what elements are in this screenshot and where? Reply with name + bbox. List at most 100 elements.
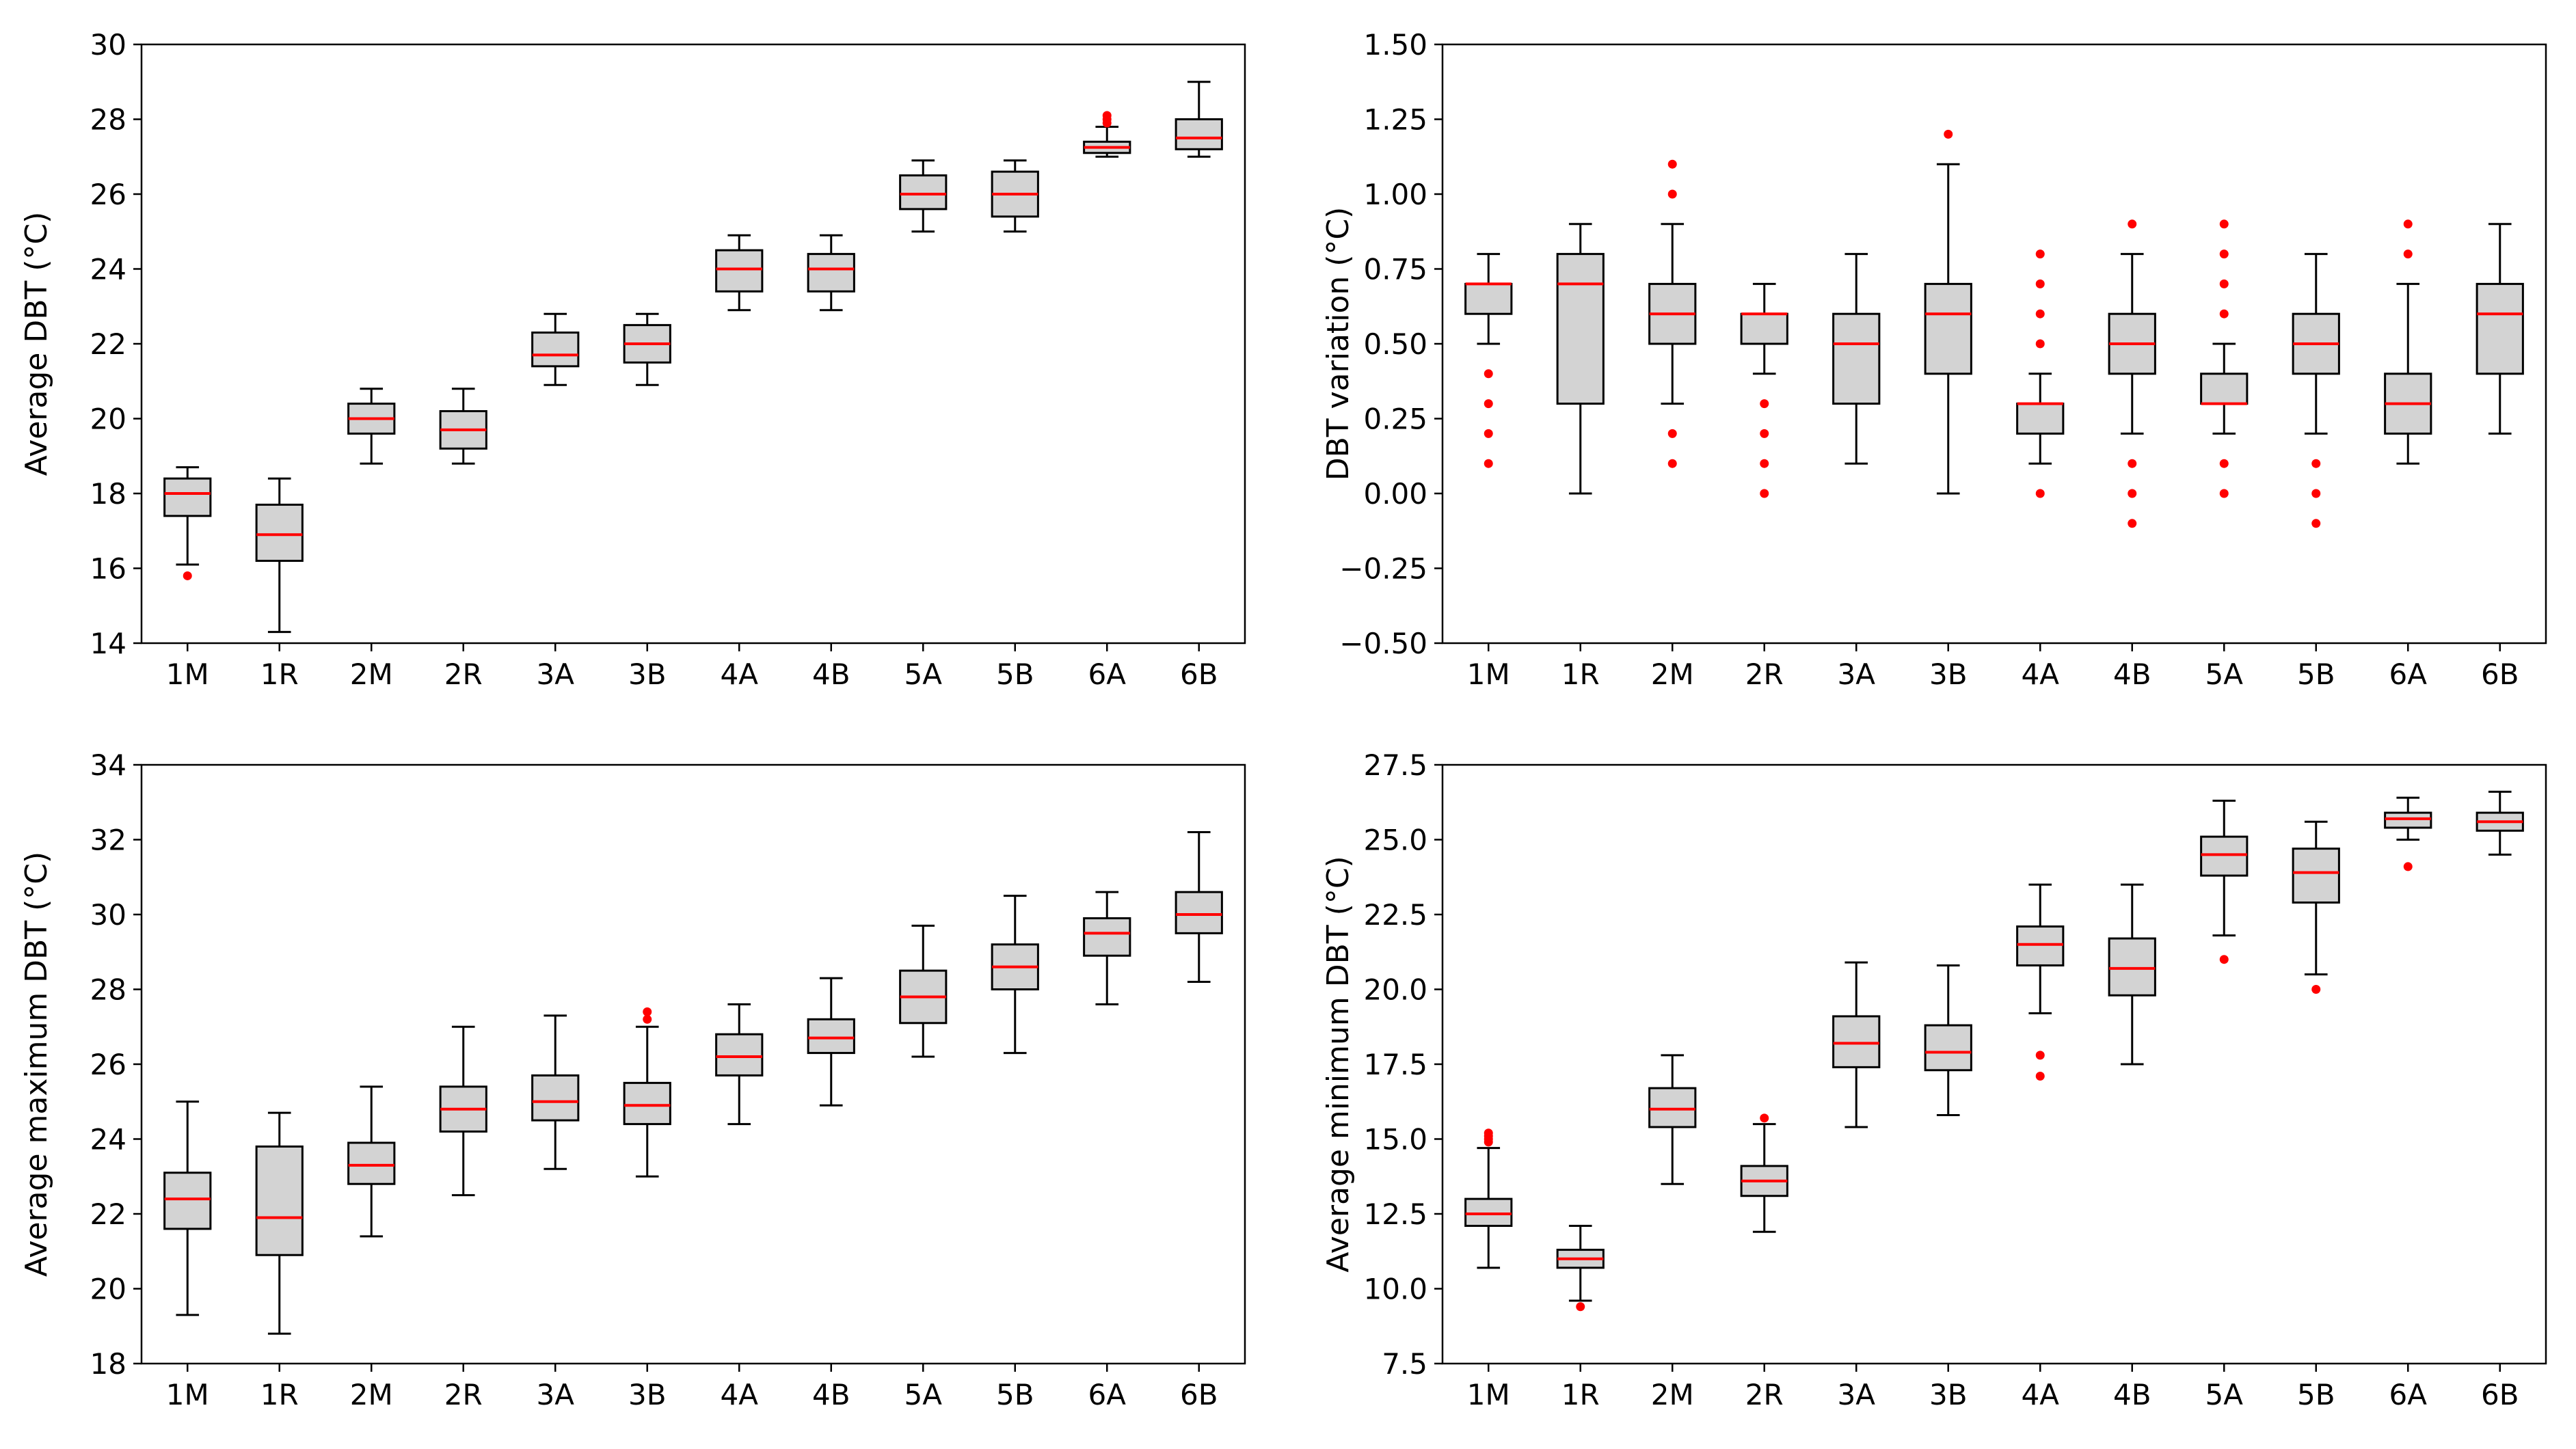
iqr-box bbox=[347, 1141, 396, 1185]
y-tick-label: 22 bbox=[90, 327, 126, 361]
y-tick-label: 26 bbox=[90, 1048, 126, 1081]
box-4A bbox=[715, 234, 764, 312]
box-3A bbox=[531, 312, 580, 386]
box-1M bbox=[1464, 253, 1513, 468]
box-3B bbox=[623, 1007, 671, 1178]
y-tick-label: 14 bbox=[90, 627, 126, 660]
box-4B bbox=[2108, 883, 2156, 1066]
box-4A bbox=[715, 1003, 764, 1126]
y-tick-label: 12.5 bbox=[1363, 1197, 1427, 1231]
outlier-point bbox=[2035, 249, 2045, 259]
box-6A bbox=[1083, 891, 1131, 1005]
y-tick-label: −0.25 bbox=[1339, 552, 1427, 586]
y-tick-label: 24 bbox=[90, 1123, 126, 1156]
x-tick-label: 6B bbox=[2481, 1378, 2519, 1411]
x-tick-label: 1M bbox=[166, 1378, 209, 1411]
chart-panel-2: DBT variation (°C) −0.50 −0.25 0.00 0.25 0.50… bbox=[1321, 28, 2547, 691]
y-tick-label: 22 bbox=[90, 1197, 126, 1231]
iqr-box bbox=[2200, 835, 2249, 877]
box-6B bbox=[2476, 223, 2524, 435]
plot-frame bbox=[1441, 763, 2547, 1365]
outlier-point bbox=[2219, 219, 2229, 229]
x-tick-label: 1M bbox=[166, 658, 209, 691]
y-axis-label: Average DBT (°C) bbox=[19, 212, 54, 476]
x-tick-label: 2M bbox=[350, 1378, 393, 1411]
iqr-box bbox=[2016, 925, 2065, 966]
iqr-box bbox=[1924, 1024, 1972, 1072]
outlier-point bbox=[1484, 459, 1493, 468]
box-6B bbox=[2476, 790, 2524, 856]
outlier-point bbox=[2403, 862, 2413, 871]
y-tick-label: 18 bbox=[90, 477, 126, 511]
x-tick-label: 6B bbox=[1180, 658, 1218, 691]
x-tick-label: 1R bbox=[1561, 1378, 1600, 1411]
box-3B bbox=[1924, 129, 1972, 495]
x-tick-label: 2R bbox=[1745, 1378, 1784, 1411]
y-axis-label: Average maximum DBT (°C) bbox=[19, 852, 54, 1277]
y-tick-label: 0.75 bbox=[1363, 253, 1427, 286]
box-2R bbox=[439, 388, 487, 465]
outlier-point bbox=[1760, 399, 1769, 409]
box-1R bbox=[1556, 223, 1605, 495]
x-tick-label: 5A bbox=[2205, 1378, 2244, 1411]
x-tick-label: 6A bbox=[2389, 1378, 2428, 1411]
y-tick-label: 34 bbox=[90, 748, 126, 782]
box-6B bbox=[1175, 831, 1223, 984]
y-tick-label: 1.00 bbox=[1363, 178, 1427, 211]
y-tick-label: 26 bbox=[90, 178, 126, 211]
iqr-box bbox=[255, 503, 304, 563]
outlier-point bbox=[183, 571, 192, 580]
x-tick-label: 6B bbox=[2481, 658, 2519, 691]
iqr-box bbox=[2292, 848, 2340, 904]
box-2R bbox=[1740, 282, 1788, 498]
outlier-point bbox=[2403, 219, 2413, 229]
y-tick-label: 0.25 bbox=[1363, 403, 1427, 436]
box-4B bbox=[807, 977, 855, 1107]
outlier-point bbox=[2128, 219, 2137, 229]
x-tick-label: 5B bbox=[2297, 1378, 2335, 1411]
x-tick-label: 2R bbox=[1745, 658, 1784, 691]
x-tick-label: 3A bbox=[1838, 658, 1876, 691]
x-tick-label: 5A bbox=[904, 1378, 943, 1411]
iqr-box bbox=[1740, 312, 1788, 345]
x-tick-label: 5A bbox=[2205, 658, 2244, 691]
x-tick-label: 2R bbox=[444, 1378, 483, 1411]
iqr-box bbox=[1556, 253, 1605, 405]
x-tick-label: 5B bbox=[996, 1378, 1034, 1411]
x-tick-label: 6A bbox=[2389, 658, 2428, 691]
outlier-point bbox=[1484, 429, 1493, 438]
x-tick-label: 3A bbox=[537, 1378, 575, 1411]
outlier-point bbox=[2311, 459, 2321, 468]
y-tick-label: 30 bbox=[90, 28, 126, 62]
iqr-box bbox=[1464, 1197, 1513, 1228]
y-tick-label: 0.50 bbox=[1363, 327, 1427, 361]
x-tick-label: 5B bbox=[996, 658, 1034, 691]
x-tick-label: 4A bbox=[2022, 1378, 2060, 1411]
iqr-box bbox=[1832, 1015, 1881, 1068]
box-5B bbox=[2292, 253, 2340, 528]
outlier-point bbox=[1760, 1113, 1769, 1123]
box-1M bbox=[163, 1100, 212, 1316]
outlier-point bbox=[1667, 159, 1677, 169]
y-tick-label: 20 bbox=[90, 403, 126, 436]
x-tick-label: 5B bbox=[2297, 658, 2335, 691]
x-tick-label: 3B bbox=[1929, 1378, 1968, 1411]
box-4B bbox=[807, 234, 855, 312]
outlier-point bbox=[2219, 489, 2229, 498]
x-tick-label: 2M bbox=[1651, 1378, 1694, 1411]
y-tick-label: 25.0 bbox=[1363, 824, 1427, 857]
y-tick-label: 28 bbox=[90, 973, 126, 1007]
iqr-box bbox=[2016, 403, 2065, 435]
outlier-point bbox=[2311, 489, 2321, 498]
outlier-point bbox=[2219, 249, 2229, 259]
iqr-box bbox=[715, 249, 764, 293]
outlier-point bbox=[1484, 1128, 1493, 1138]
outlier-point bbox=[2403, 249, 2413, 259]
box-2M bbox=[347, 1085, 396, 1238]
x-tick-label: 3A bbox=[1838, 1378, 1876, 1411]
box-5B bbox=[2292, 820, 2340, 994]
iqr-box bbox=[255, 1145, 304, 1256]
iqr-box bbox=[163, 477, 212, 517]
y-tick-label: 18 bbox=[90, 1347, 126, 1381]
